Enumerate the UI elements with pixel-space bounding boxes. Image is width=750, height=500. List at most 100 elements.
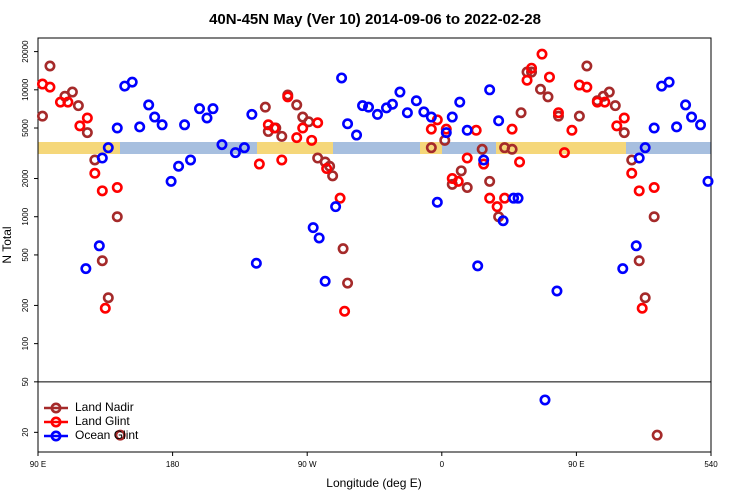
data-point (663, 76, 675, 88)
data-point (539, 394, 551, 406)
data-point (526, 66, 538, 78)
data-point (476, 143, 488, 155)
data-point (543, 71, 555, 83)
data-point (639, 142, 651, 154)
data-point (452, 175, 464, 187)
data-point (401, 107, 413, 119)
data-point (603, 86, 615, 98)
data-point (633, 255, 645, 267)
data-point (99, 302, 111, 314)
data-point (229, 147, 241, 159)
data-point (618, 127, 630, 139)
data-point (648, 211, 660, 223)
land-strip (257, 142, 333, 154)
legend-label: Land Glint (75, 414, 130, 428)
y-tick-label: 20000 (21, 40, 30, 63)
data-point (633, 185, 645, 197)
data-point (102, 142, 114, 154)
x-tick-label: 90 W (298, 460, 317, 469)
data-point (551, 285, 563, 297)
data-point (491, 201, 503, 213)
data-point (72, 100, 84, 112)
data-point (102, 292, 114, 304)
y-axis-label: N Total (0, 226, 14, 263)
data-point (81, 112, 93, 124)
data-point (253, 158, 265, 170)
data-point (81, 127, 93, 139)
data-point (259, 101, 271, 113)
data-point (484, 192, 496, 204)
data-point (386, 98, 398, 110)
data-point (357, 100, 369, 112)
data-point (497, 215, 509, 227)
data-point (96, 152, 108, 164)
land-strip (38, 142, 120, 154)
data-point (276, 130, 288, 142)
data-point (514, 156, 526, 168)
data-point (291, 99, 303, 111)
data-point (207, 103, 219, 115)
data-point (648, 122, 660, 134)
data-point (96, 255, 108, 267)
data-point (334, 192, 346, 204)
data-point (671, 121, 683, 133)
data-point (74, 120, 86, 132)
data-point (342, 277, 354, 289)
legend-label: Ocean Glint (75, 428, 139, 442)
data-point (327, 170, 339, 182)
data-point (535, 83, 547, 95)
y-tick-label: 2000 (21, 169, 30, 187)
data-point (282, 91, 294, 103)
data-point (455, 165, 467, 177)
data-point (250, 257, 262, 269)
legend-marker (50, 402, 62, 414)
data-point (515, 107, 527, 119)
data-point (648, 181, 660, 193)
data-point (363, 101, 375, 113)
data-point (312, 117, 324, 129)
data-point (179, 119, 191, 131)
data-point (268, 122, 280, 134)
data-point (636, 302, 648, 314)
data-point (478, 158, 490, 170)
data-point (566, 124, 578, 136)
data-point (297, 122, 309, 134)
data-point (633, 152, 645, 164)
data-point (618, 112, 630, 124)
data-point (276, 154, 288, 166)
data-point (306, 134, 318, 146)
data-point (216, 139, 228, 151)
data-point (626, 167, 638, 179)
data-point (651, 429, 663, 441)
data-point (36, 110, 48, 122)
data-point (506, 123, 518, 135)
data-point (291, 132, 303, 144)
data-point (394, 86, 406, 98)
data-point (134, 121, 146, 133)
data-point (461, 124, 473, 136)
data-point (201, 112, 213, 124)
data-point (512, 192, 524, 204)
data-point (114, 429, 126, 441)
data-point (80, 263, 92, 275)
data-point (89, 167, 101, 179)
data-point (149, 111, 161, 123)
data-point (410, 95, 422, 107)
data-point (478, 154, 490, 166)
y-tick-label: 5000 (21, 119, 30, 137)
data-point (493, 115, 505, 127)
data-point (337, 243, 349, 255)
land-strip (420, 142, 442, 154)
data-point (431, 196, 443, 208)
data-point (521, 74, 533, 86)
data-point (446, 111, 458, 123)
data-point (371, 108, 383, 120)
y-tick-label: 200 (21, 298, 30, 312)
data-point (66, 86, 78, 98)
surface-strip (38, 142, 711, 154)
x-tick-label: 90 E (30, 460, 46, 469)
data-point (599, 96, 611, 108)
